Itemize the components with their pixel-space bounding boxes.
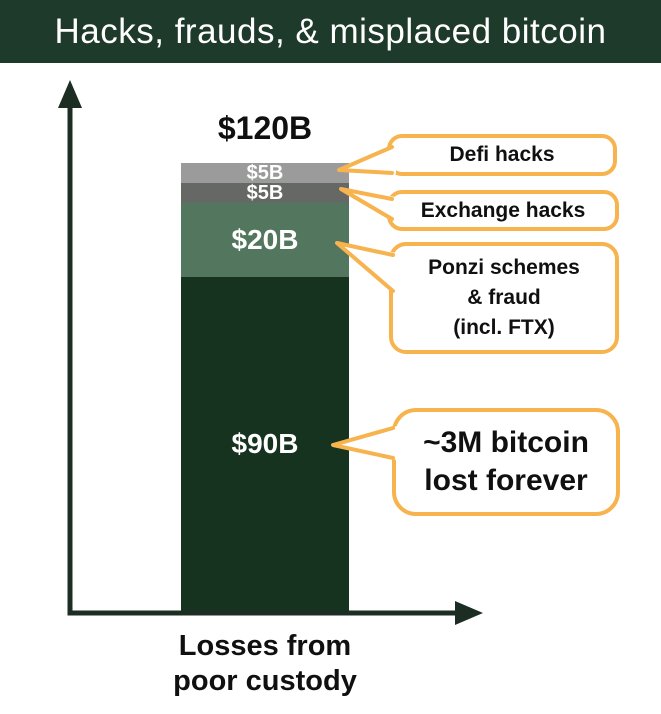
segment-value-label: $20B xyxy=(231,224,299,256)
header-bar: Hacks, frauds, & misplaced bitcoin xyxy=(0,0,661,63)
callout-exchange-hacks: Exchange hacks xyxy=(387,190,619,231)
callout-ponzi-fraud: Ponzi schemes & fraud (incl. FTX) xyxy=(389,242,619,354)
bar-segment-lost-bitcoin: $90B xyxy=(181,277,349,611)
bar-segment-ponzi-fraud: $20B xyxy=(181,203,349,278)
bar-segment-defi-hacks: $5B xyxy=(181,163,349,183)
callout-text-line1: ~3M bitcoin xyxy=(423,426,589,459)
callout-text-line2: & fraud xyxy=(467,286,541,309)
callout-lost-bitcoin: ~3M bitcoin lost forever xyxy=(392,408,620,516)
segment-value-label: $5B xyxy=(246,182,284,204)
callout-text-line1: Ponzi schemes xyxy=(428,256,580,279)
x-axis-label: Losses from poor custody xyxy=(95,629,435,699)
y-axis-arrow-icon xyxy=(58,80,82,108)
segment-value-label: $5B xyxy=(246,162,284,184)
callout-text-line2: lost forever xyxy=(424,464,588,497)
bar-segment-exchange-hacks: $5B xyxy=(181,183,349,203)
stacked-bar: $5B $5B $20B $90B xyxy=(181,163,349,611)
callout-text: Defi hacks xyxy=(449,143,555,166)
x-axis-arrow-icon xyxy=(455,601,483,625)
bar-total-label: $120B xyxy=(217,110,313,146)
x-axis-label-line2: poor custody xyxy=(173,665,357,697)
page-title: Hacks, frauds, & misplaced bitcoin xyxy=(54,11,607,51)
callout-text: Exchange hacks xyxy=(420,198,586,222)
callout-text-line3: (incl. FTX) xyxy=(453,316,555,339)
segment-value-label: $90B xyxy=(231,428,299,460)
x-axis-label-line1: Losses from xyxy=(178,630,352,662)
callout-defi-hacks: Defi hacks xyxy=(387,134,617,176)
